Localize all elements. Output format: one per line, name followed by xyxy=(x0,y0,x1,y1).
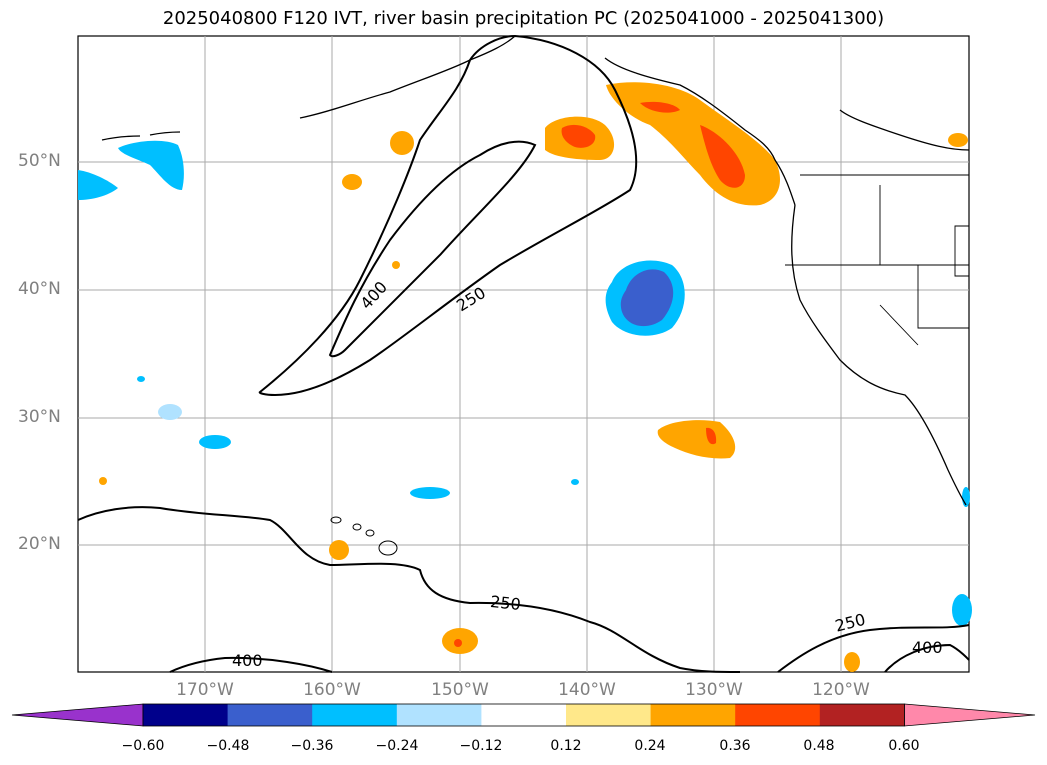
lat-label: 20°N xyxy=(18,534,61,554)
colorbar-tick: 0.36 xyxy=(719,738,751,754)
lon-label: 150°W xyxy=(431,680,489,700)
colorbar-tick: 0.60 xyxy=(888,738,920,754)
colorbar-segment xyxy=(566,704,652,726)
colorbar-outline xyxy=(142,703,905,727)
lon-label: 120°W xyxy=(812,680,870,700)
colorbar-tick: −0.12 xyxy=(459,738,503,754)
map-frame xyxy=(77,35,970,673)
colorbar-segment xyxy=(227,704,313,726)
colorbar-segment xyxy=(481,704,567,726)
graticule xyxy=(78,36,969,672)
map-title: 2025040800 F120 IVT, river basin precipi… xyxy=(162,8,885,29)
colorbar-segment xyxy=(650,704,736,726)
precip-fills xyxy=(78,82,972,672)
colorbar-extend-max xyxy=(904,703,1036,727)
colorbar-tick: −0.60 xyxy=(121,738,165,754)
contour-label: 250 xyxy=(489,592,521,614)
colorbar-tick: 0.24 xyxy=(634,738,666,754)
lon-label: 170°W xyxy=(176,680,234,700)
contour-label: 400 xyxy=(232,651,263,670)
colorbar-segment xyxy=(312,704,398,726)
precip-area-coast-red xyxy=(700,125,745,188)
colorbar xyxy=(11,703,1036,727)
contour-label: 400 xyxy=(912,638,943,657)
colorbar-segment xyxy=(143,704,229,726)
colorbar-segment xyxy=(735,704,821,726)
lat-label: 30°N xyxy=(18,407,61,427)
political-borders xyxy=(785,174,970,346)
lat-label: 40°N xyxy=(18,279,61,299)
ivt-contours xyxy=(77,34,970,673)
colorbar-tick: 0.12 xyxy=(550,738,582,754)
precip-area-south-orange xyxy=(657,420,736,459)
colorbar-segment xyxy=(819,704,905,726)
lon-label: 140°W xyxy=(558,680,616,700)
lat-label: 50°N xyxy=(18,151,61,171)
lon-label: 160°W xyxy=(303,680,361,700)
colorbar-segment xyxy=(396,704,482,726)
lon-label: 130°W xyxy=(685,680,743,700)
colorbar-tick: 0.48 xyxy=(803,738,835,754)
colorbar-tick: −0.36 xyxy=(290,738,334,754)
hawaii-islands xyxy=(330,516,398,556)
colorbar-tick: −0.48 xyxy=(206,738,250,754)
colorbar-tick: −0.24 xyxy=(375,738,419,754)
precip-area-west-blue xyxy=(78,170,118,200)
colorbar-extend-min xyxy=(11,703,144,727)
coastlines xyxy=(101,35,970,506)
